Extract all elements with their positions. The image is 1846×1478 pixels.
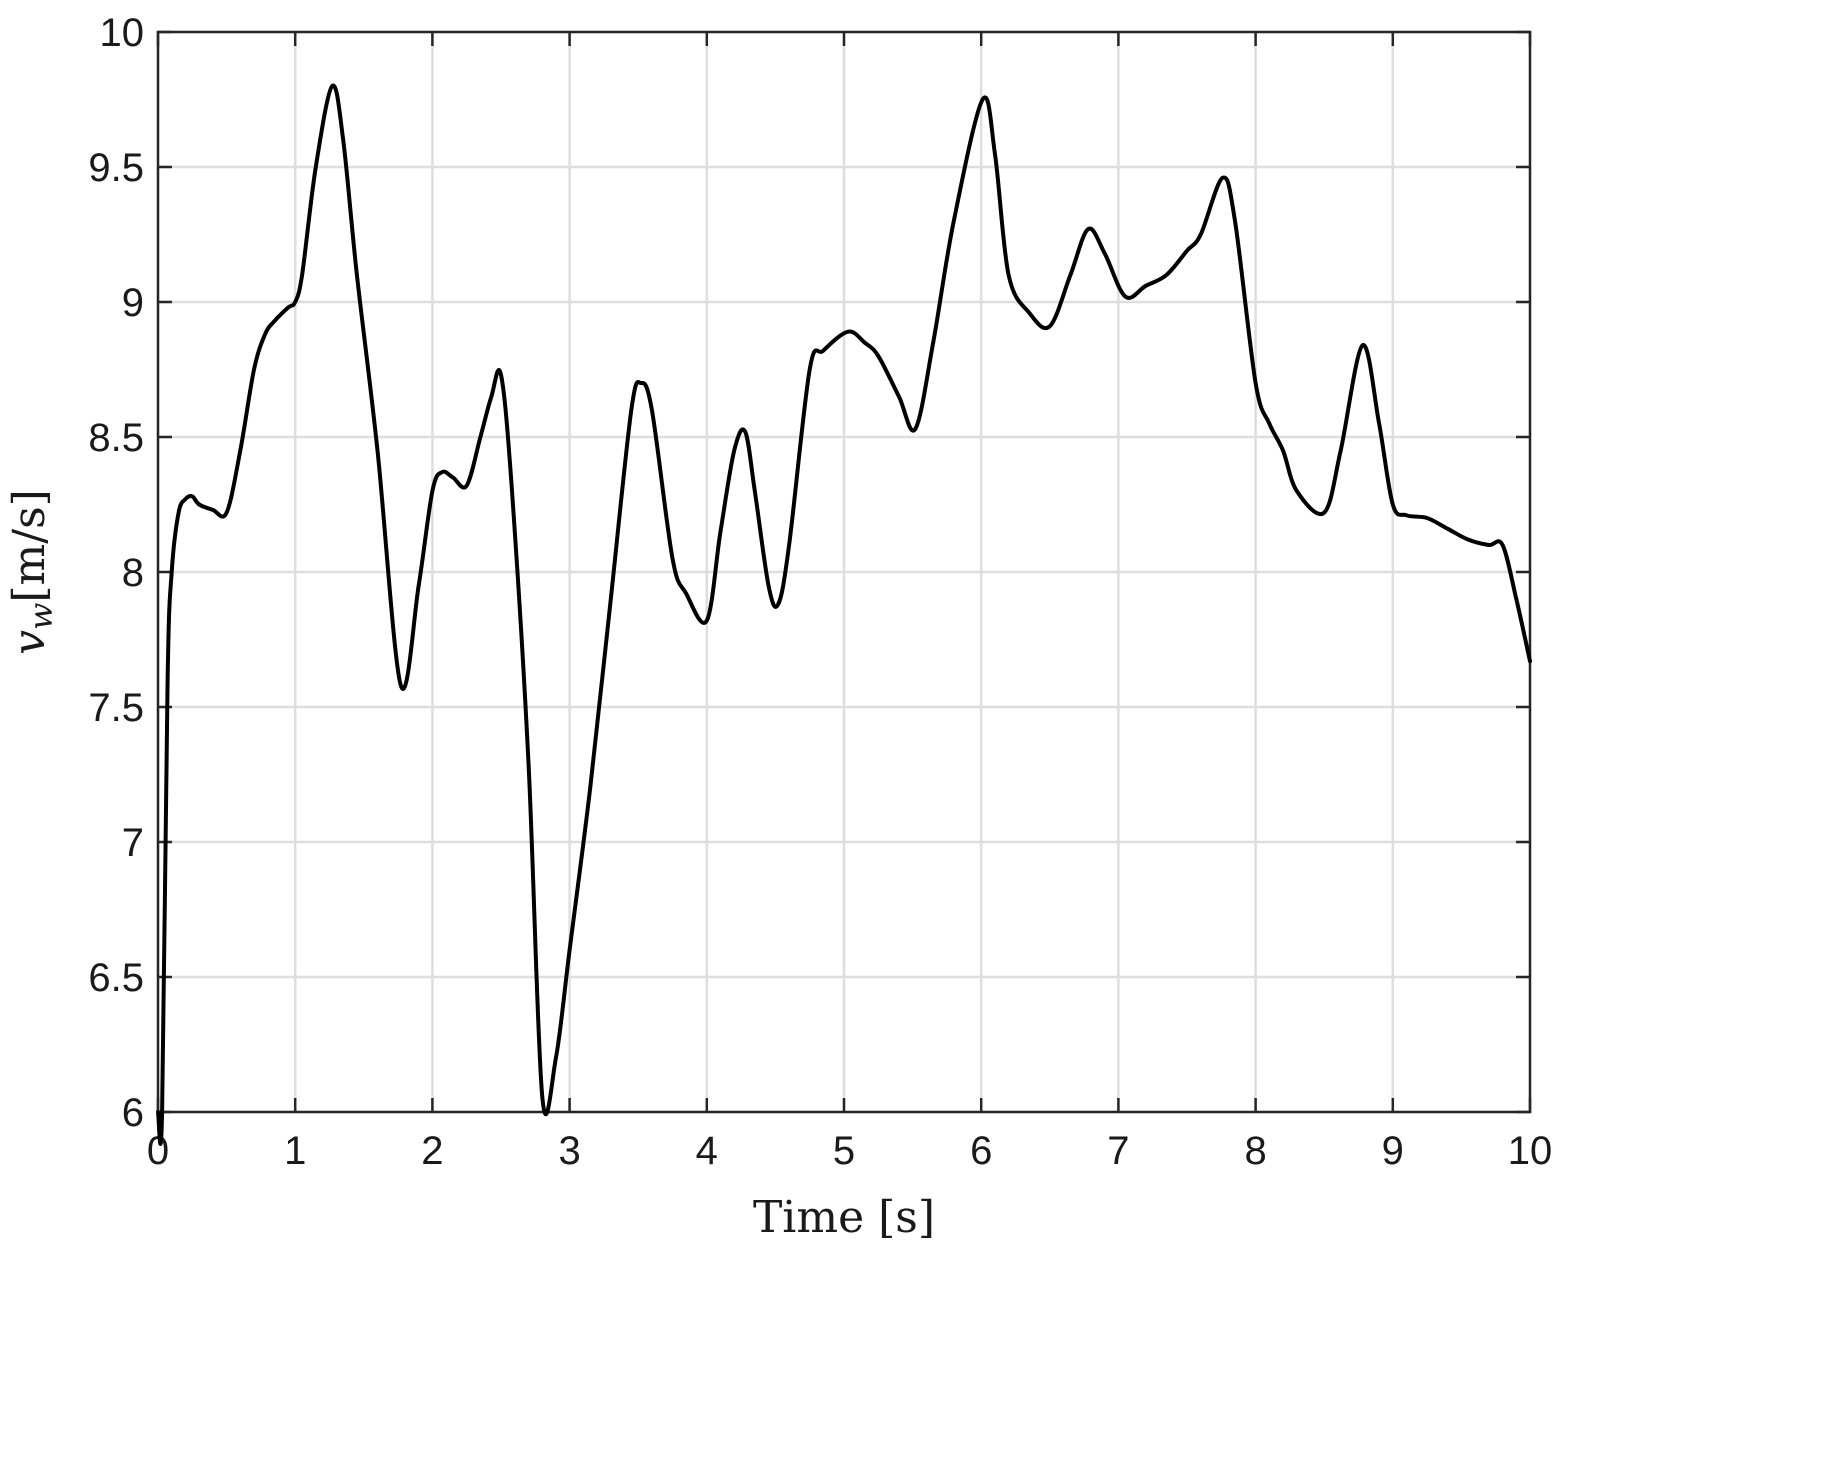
y-tick-label: 9 [122,281,144,325]
x-tick-label: 7 [1107,1129,1129,1173]
grid-lines [156,30,1532,1114]
x-tick-label: 9 [1382,1129,1404,1173]
x-tick-label: 5 [833,1129,855,1173]
y-tick-label: 6 [122,1091,144,1135]
x-tick-label: 4 [696,1129,718,1173]
y-tick-label: 6.5 [88,956,144,1000]
y-axis-label-unit: [m/s] [4,489,55,602]
y-axis-label: vw[m/s] [4,489,60,655]
tick-marks [156,30,1532,1114]
series-line [156,83,1532,1146]
y-tick-labels: 6 6.5 7 7.5 8 8.5 9 9.5 10 [88,11,144,1135]
x-axis-label: Time [s] [753,1192,935,1243]
y-tick-label: 8 [122,551,144,595]
y-axis-label-symbol: v [4,630,55,655]
x-tick-label: 1 [284,1129,306,1173]
x-tick-label: 6 [970,1129,992,1173]
x-tick-label: 10 [1508,1129,1553,1173]
x-tick-labels: 0 1 2 3 4 5 6 7 8 9 10 [147,1129,1552,1173]
x-tick-label: 3 [558,1129,580,1173]
y-tick-label: 10 [100,11,145,55]
y-axis-label-subscript: w [22,603,60,630]
y-tick-label: 9.5 [88,146,144,190]
x-tick-label: 8 [1244,1129,1266,1173]
x-tick-label: 2 [421,1129,443,1173]
y-tick-label: 7 [122,821,144,865]
y-tick-label: 7.5 [88,686,144,730]
y-tick-label: 8.5 [88,416,144,460]
x-tick-label: 0 [147,1129,169,1173]
